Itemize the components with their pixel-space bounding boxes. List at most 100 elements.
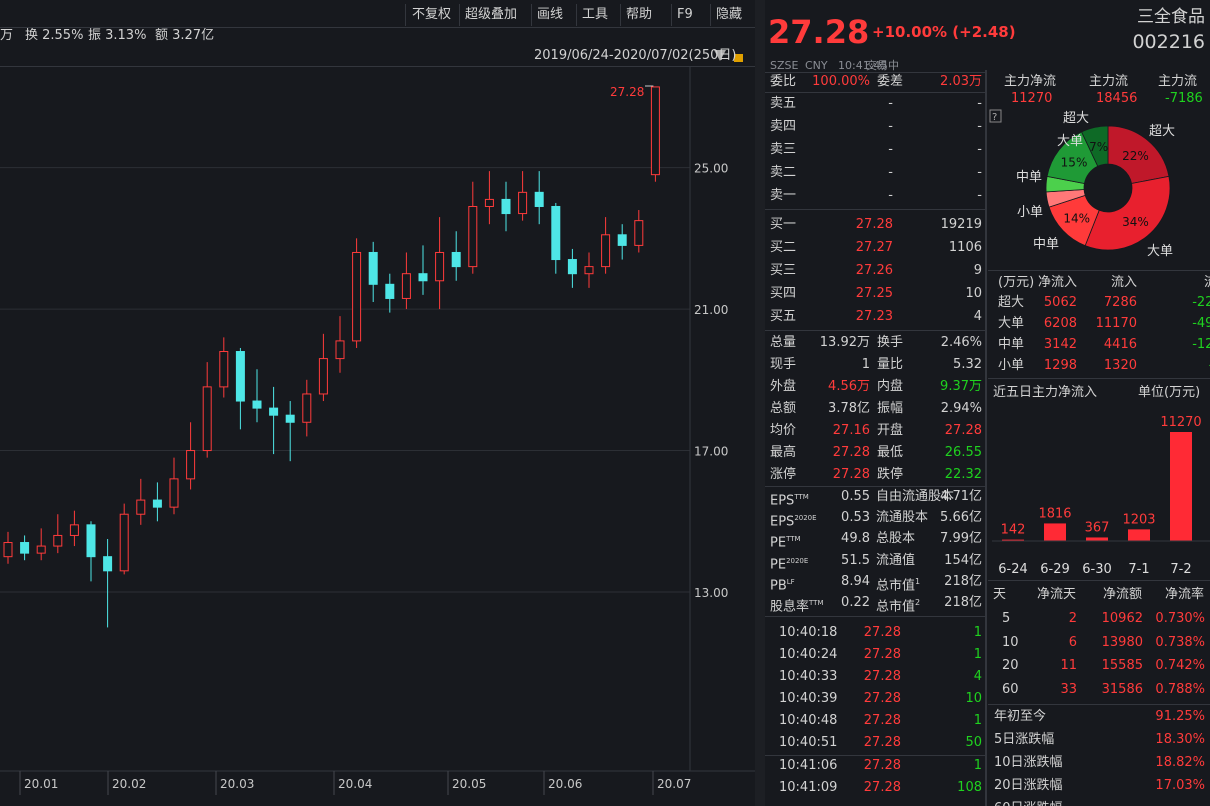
fund-value: 5.66亿 [940, 510, 982, 526]
superscript: 2020E [794, 514, 817, 523]
flow-cell: -2224 [1192, 295, 1210, 310]
y-tick-label: 25.00 [694, 162, 728, 176]
toolbar-button[interactable]: 隐藏 [716, 7, 743, 22]
candle-body [418, 273, 428, 282]
help-icon [989, 109, 1002, 123]
bar [1002, 539, 1024, 541]
pie-category-label: 中单 [1016, 170, 1042, 185]
separator [765, 72, 985, 73]
pie-category-label: 超大 [1149, 124, 1175, 139]
label: 委差 [877, 74, 904, 89]
candle-body [69, 524, 79, 536]
fund-value: 218亿 [944, 595, 982, 610]
superscript: 2020E [786, 556, 809, 565]
bar-value-label: 1203 [1122, 512, 1155, 527]
change-label: 20日涨跌幅 [994, 778, 1063, 793]
ask-volume: - [977, 188, 982, 203]
range-arrow [714, 50, 726, 61]
pie-slice [1084, 175, 1171, 251]
trade-time: 10:40:51 [779, 735, 838, 750]
separator [710, 4, 711, 26]
stat-value: 27.28 [832, 467, 870, 482]
separator [531, 4, 532, 26]
change-value: 18.82% [1155, 755, 1205, 770]
y-tick-label: 21.00 [694, 303, 728, 317]
bid-price: 27.23 [855, 309, 893, 324]
candle-body [567, 259, 577, 275]
bid-label: 买一 [770, 217, 797, 232]
bar [1044, 523, 1066, 541]
candle-body [352, 251, 362, 342]
candle-body [103, 556, 113, 572]
fund-label: 股息率TTM [770, 599, 824, 615]
candle-body [53, 534, 63, 547]
stat-label: 最低 [877, 445, 904, 460]
candle-body [36, 545, 46, 554]
stat-label: 跌停 [877, 467, 904, 482]
candle-body [3, 542, 13, 558]
superscript: 1 [915, 576, 921, 586]
bid-volume: 9 [973, 263, 982, 278]
ask-label: 卖二 [770, 165, 797, 180]
flow-table-header: 净流入 [1037, 275, 1077, 290]
period-cell: 0.738% [1155, 634, 1205, 650]
candle-body [285, 414, 295, 423]
trade-price: 27.28 [863, 691, 901, 706]
candle-body [152, 499, 162, 508]
bid-label: 买三 [770, 263, 797, 278]
fund-value: 0.55 [841, 489, 870, 504]
ask-label: 卖四 [770, 119, 797, 134]
toolbar-button[interactable]: F9 [677, 7, 693, 22]
fund-label: 流通值 [876, 552, 916, 568]
bid-label: 买四 [770, 286, 797, 301]
fund-label: PBLF [770, 577, 795, 594]
pie-category-label: 大单 [1147, 244, 1173, 259]
ask-volume: - [977, 165, 982, 180]
bar-value-label: 11270 [1160, 415, 1201, 430]
toolbar-button[interactable]: 帮助 [626, 7, 653, 22]
stat-value: 2.94% [940, 401, 982, 416]
period-cell: 2 [1068, 611, 1077, 626]
ask-price: - [888, 142, 893, 157]
candle-body [86, 524, 96, 558]
trade-price: 27.28 [863, 647, 901, 662]
separator [988, 704, 1210, 705]
toolbar-button[interactable]: 不复权 [412, 7, 452, 22]
candle-body [119, 513, 129, 572]
trade-time: 10:40:33 [779, 669, 838, 684]
ask-price: - [888, 119, 893, 134]
x-tick-label: 20.01 [24, 777, 58, 791]
fund-value: 49.8 [841, 531, 870, 547]
trade-time: 10:41:09 [779, 780, 838, 795]
candle-body [435, 251, 445, 282]
candle-body [617, 234, 627, 246]
flow-value: 18456 [1096, 91, 1138, 106]
pie-category-label: 大单 [1057, 134, 1083, 149]
bar-category-label: 6-24 [998, 562, 1028, 577]
flow-value: -7186 [1165, 91, 1203, 106]
change-label: 10日涨跌幅 [994, 755, 1063, 770]
x-tick-label: 20.06 [548, 777, 582, 791]
meta: 10:41:45 [838, 58, 888, 72]
toolbar-button[interactable]: 超级叠加 [465, 7, 518, 22]
ask-price: - [888, 96, 893, 111]
trade-price: 27.28 [863, 735, 901, 750]
bid-volume: 1106 [948, 240, 982, 255]
bid-label: 买二 [770, 240, 797, 255]
separator [765, 209, 985, 210]
flow-cell: 7286 [1103, 295, 1137, 310]
toolbar-button[interactable]: 画线 [537, 7, 564, 22]
flow-cell: 1298 [1043, 358, 1077, 373]
last-price-label: 27.28 [610, 85, 644, 99]
toolbar-button[interactable]: 工具 [582, 7, 609, 22]
stock-name: 三全食品 [1137, 6, 1205, 27]
ask-label: 卖三 [770, 142, 797, 157]
candle-body [501, 198, 511, 215]
ask-label: 卖五 [770, 96, 797, 111]
bid-volume: 10 [965, 286, 982, 301]
flow-cell: 5062 [1043, 295, 1077, 310]
separator [988, 580, 1210, 581]
stat-label: 涨停 [770, 467, 797, 482]
stat-label: 内盘 [877, 379, 904, 394]
period-cell: 0.730% [1155, 611, 1205, 626]
